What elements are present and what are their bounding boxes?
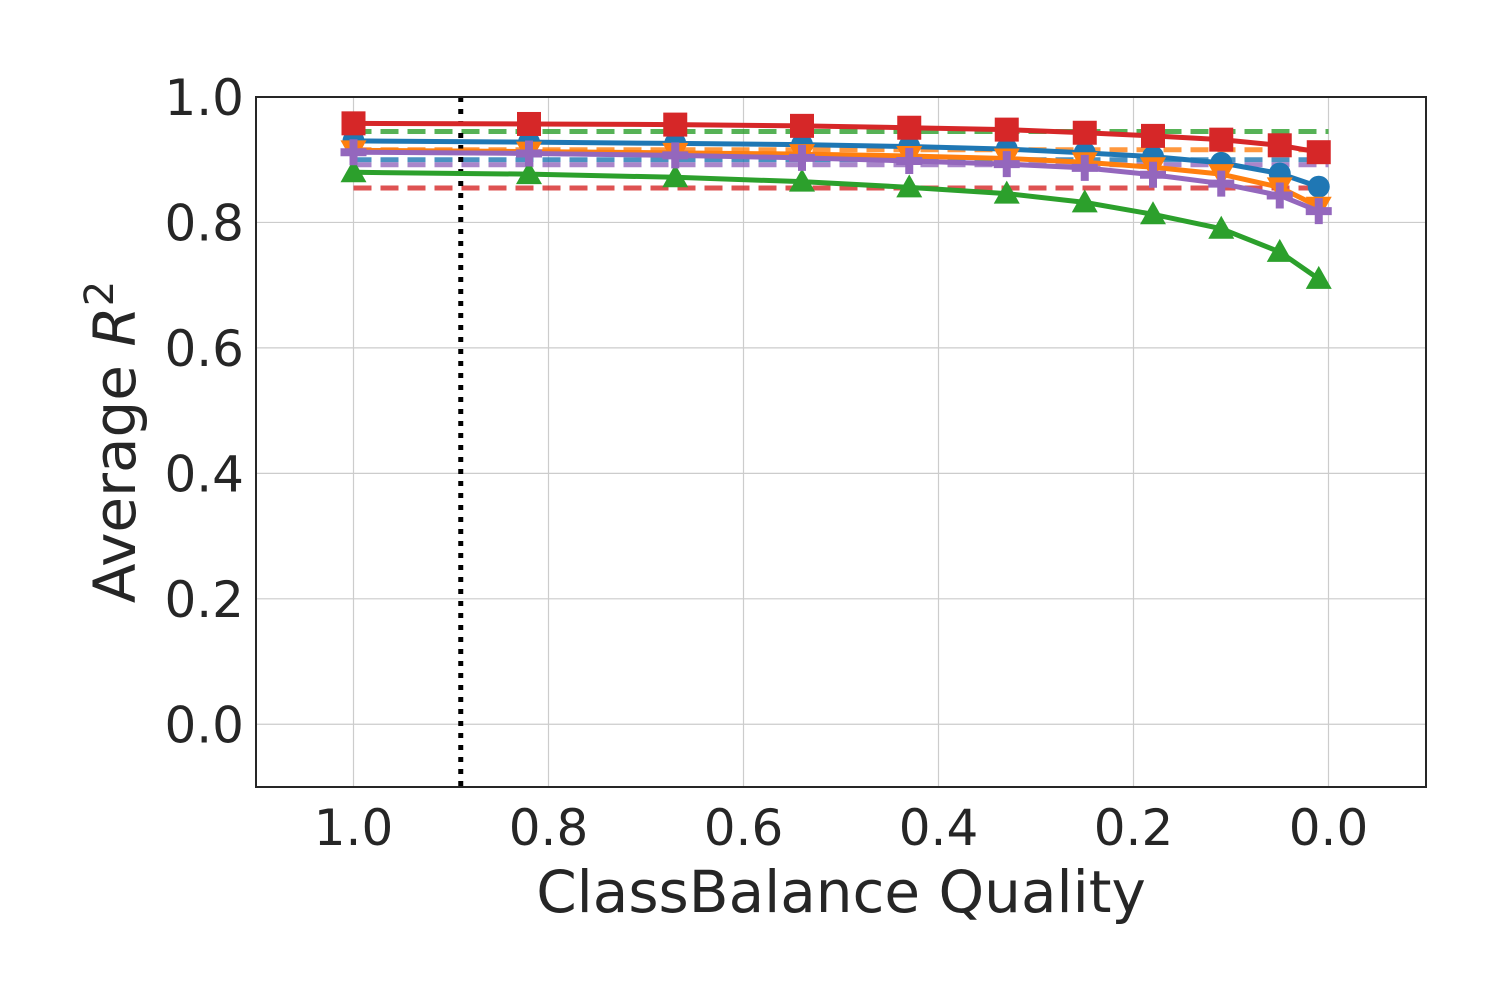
data-point — [1071, 189, 1098, 213]
data-point — [1208, 170, 1235, 197]
x-tick-labels: 1.0 0.8 0.6 0.4 0.2 0.0 — [314, 799, 1369, 857]
x-tick-label: 0.4 — [899, 799, 979, 857]
y-axis-title: Average R2 — [77, 281, 149, 603]
x-tick-label: 1.0 — [314, 799, 394, 857]
data-point — [1266, 182, 1293, 209]
y-tick-label: 1.0 — [164, 69, 244, 127]
data-point — [993, 151, 1020, 178]
data-point — [994, 117, 1019, 142]
data-point — [1141, 123, 1165, 148]
grid — [256, 96, 1426, 787]
data-point — [1307, 175, 1330, 198]
x-tick-label: 0.8 — [509, 799, 589, 857]
data-point — [1266, 238, 1293, 262]
data-point — [896, 174, 923, 198]
data-point — [662, 164, 689, 188]
data-point — [516, 161, 542, 185]
data-point — [340, 139, 367, 166]
x-tick-label: 0.6 — [704, 799, 784, 857]
data-point — [1305, 198, 1332, 225]
data-point — [341, 111, 366, 136]
data-point — [662, 142, 689, 169]
data-point — [1071, 154, 1098, 181]
data-point — [340, 159, 367, 183]
data-point — [516, 140, 542, 167]
series-3 — [340, 159, 1332, 289]
x-axis-title: ClassBalance Quality — [536, 858, 1146, 926]
data-point — [1208, 215, 1235, 239]
data-point — [897, 115, 922, 140]
series-4 — [341, 111, 1331, 165]
data-point — [789, 144, 815, 171]
y-tick-label: 0.2 — [164, 571, 244, 629]
data-point — [1305, 265, 1332, 289]
data-point — [1267, 133, 1292, 158]
data-point — [1140, 161, 1166, 188]
data-point — [1306, 140, 1331, 165]
y-tick-labels: 0.0 0.2 0.4 0.6 0.8 1.0 — [164, 69, 244, 754]
data-point — [993, 180, 1020, 204]
data-point — [1209, 127, 1234, 152]
series-layer — [340, 111, 1332, 289]
data-point — [663, 112, 688, 137]
data-point — [1072, 120, 1097, 145]
y-tick-label: 0.4 — [164, 445, 244, 503]
y-tick-label: 0.8 — [164, 194, 244, 252]
x-tick-label: 0.0 — [1289, 799, 1369, 857]
plot-frame — [255, 96, 1427, 788]
data-point — [789, 168, 815, 192]
series-5 — [340, 139, 1332, 225]
y-tick-label: 0.0 — [164, 696, 244, 754]
x-tick-label: 0.2 — [1094, 799, 1174, 857]
data-point — [790, 113, 814, 138]
data-point — [1140, 201, 1166, 225]
data-point — [896, 147, 923, 174]
data-point — [517, 111, 541, 136]
y-tick-label: 0.6 — [164, 320, 244, 378]
